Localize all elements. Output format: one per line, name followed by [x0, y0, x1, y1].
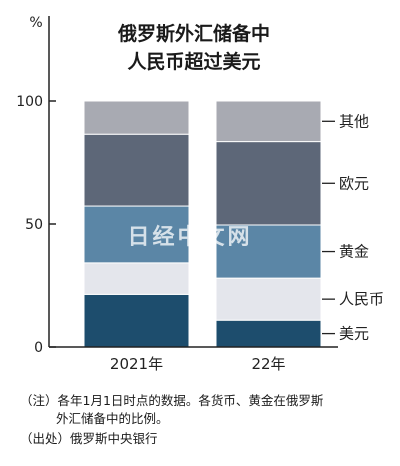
bar-0-segment-人民币: [83, 262, 190, 295]
y-tick-label-50: 50: [25, 217, 43, 233]
bar-1-segment-黄金: [215, 224, 322, 279]
bar-1-segment-欧元: [215, 141, 322, 226]
x-category-label-0: 2021年: [110, 355, 163, 373]
footnote-line-1: （注）各年1月1日时点的数据。各货币、黄金在俄罗斯: [20, 393, 324, 408]
y-tick-label-0: 0: [34, 340, 43, 356]
legend-label-人民币: 人民币: [339, 290, 384, 308]
y-tick-label-100: 100: [16, 94, 43, 110]
chart-title-line-1: 俄罗斯外汇储备中: [117, 23, 270, 45]
legend-label-美元: 美元: [339, 325, 369, 343]
bar-1-segment-其他: [215, 100, 322, 143]
watermark-text: 日经中文网: [127, 224, 252, 250]
x-category-label-1: 22年: [251, 355, 285, 373]
bar-0-segment-美元: [83, 293, 190, 348]
legend-label-黄金: 黄金: [339, 243, 369, 261]
legend-label-欧元: 欧元: [339, 174, 369, 192]
chart-title-line-2: 人民币超过美元: [127, 51, 261, 73]
bar-1-segment-美元: [215, 319, 322, 348]
bar-1-segment-人民币: [215, 277, 322, 321]
bar-0-segment-欧元: [83, 133, 190, 207]
y-axis-unit-label: %: [29, 15, 42, 31]
bar-0-segment-其他: [83, 100, 190, 135]
footnote-line-2: 外汇储备中的比例。: [56, 411, 169, 426]
legend-label-其他: 其他: [339, 112, 369, 130]
source-note: （出处）俄罗斯中央银行: [20, 431, 158, 446]
